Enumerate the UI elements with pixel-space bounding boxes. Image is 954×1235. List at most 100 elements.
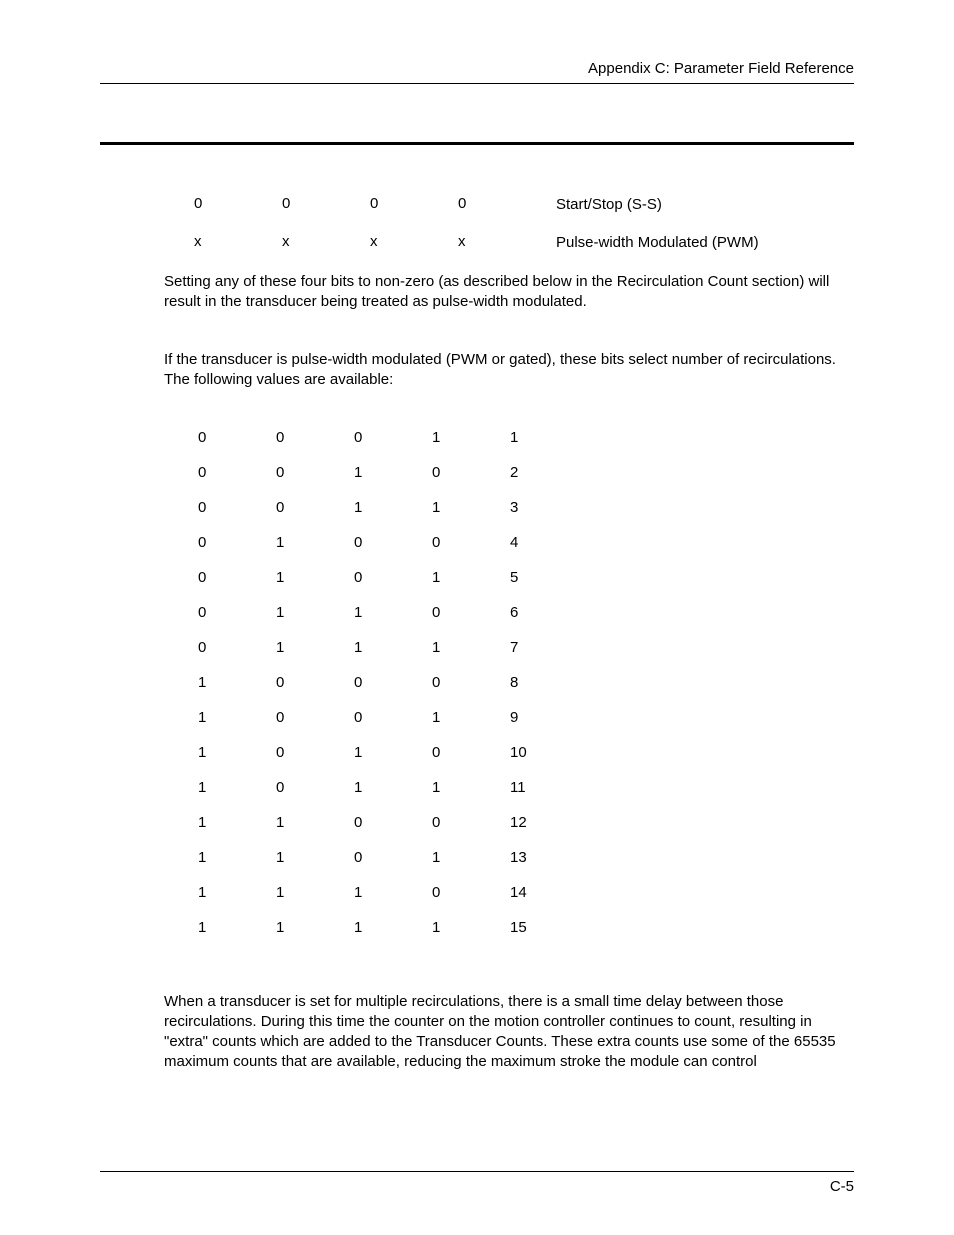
bit-description: Start/Stop (S-S) [516,195,662,215]
recirc-bit-cell: 1 [276,604,354,621]
recirc-bit-cell: 1 [432,639,510,656]
page-header: Appendix C: Parameter Field Reference [100,60,854,84]
recirc-value-cell: 9 [510,709,570,726]
recirc-value-cell: 7 [510,639,570,656]
recirc-bit-cell: 0 [198,569,276,586]
bit-cell: x [252,233,340,250]
recirc-bit-cell: 1 [276,849,354,866]
recirc-bit-cell: 0 [198,534,276,551]
bit-cell: x [428,233,516,250]
bit-description: Pulse-width Modulated (PWM) [516,233,759,253]
recirc-bit-cell: 1 [354,919,432,936]
recirculation-count-table: 0001100102001130100401015011060111710008… [164,429,854,936]
recirc-bit-cell: 1 [354,639,432,656]
recirc-value-cell: 12 [510,814,570,831]
recirc-bit-cell: 1 [276,814,354,831]
recirc-bit-cell: 0 [198,429,276,446]
recirc-bit-cell: 1 [354,604,432,621]
recirc-row: 101010 [198,744,854,761]
bit-cell: x [340,233,428,250]
recirc-bit-cell: 0 [276,464,354,481]
recirc-bit-cell: 0 [276,429,354,446]
bit-cell: 0 [428,195,516,212]
recirc-bit-cell: 0 [276,709,354,726]
recirc-value-cell: 3 [510,499,570,516]
recirc-bit-cell: 1 [198,849,276,866]
recirc-bit-cell: 1 [432,429,510,446]
recirc-row: 00011 [198,429,854,446]
bit-cell: x [164,233,252,250]
recirc-bit-cell: 1 [198,709,276,726]
recirc-bit-cell: 1 [276,639,354,656]
recirc-row: 01117 [198,639,854,656]
recirc-row: 111115 [198,919,854,936]
paragraph-bit-note: Setting any of these four bits to non-ze… [164,272,854,313]
recirc-bit-cell: 1 [354,464,432,481]
recirc-bit-cell: 0 [432,674,510,691]
recirc-bit-cell: 1 [198,674,276,691]
section-rule [100,142,854,145]
recirc-bit-cell: 0 [432,604,510,621]
recirc-bit-cell: 0 [276,744,354,761]
recirc-bit-cell: 1 [354,499,432,516]
header-title: Appendix C: Parameter Field Reference [588,60,854,77]
recirc-row: 110113 [198,849,854,866]
recirc-bit-cell: 0 [354,534,432,551]
recirc-bit-cell: 0 [276,499,354,516]
transducer-type-bit-table: 0000Start/Stop (S-S)xxxxPulse-width Modu… [164,195,854,254]
recirc-bit-cell: 1 [354,744,432,761]
recirc-bit-cell: 1 [432,569,510,586]
paragraph-recirc-intro: If the transducer is pulse-width modulat… [164,350,854,391]
recirc-bit-cell: 0 [432,464,510,481]
recirc-value-cell: 15 [510,919,570,936]
recirc-row: 10019 [198,709,854,726]
recirc-value-cell: 14 [510,884,570,901]
recirc-value-cell: 2 [510,464,570,481]
recirc-bit-cell: 1 [354,779,432,796]
recirc-bit-cell: 1 [198,919,276,936]
recirc-bit-cell: 1 [354,884,432,901]
recirc-bit-cell: 1 [276,569,354,586]
recirc-row: 111014 [198,884,854,901]
recirc-value-cell: 6 [510,604,570,621]
recirc-bit-cell: 0 [198,604,276,621]
recirc-value-cell: 8 [510,674,570,691]
recirc-bit-cell: 0 [198,499,276,516]
recirc-bit-cell: 1 [432,709,510,726]
recirc-bit-cell: 1 [198,814,276,831]
recirc-bit-cell: 0 [354,569,432,586]
recirc-bit-cell: 0 [432,534,510,551]
recirc-bit-cell: 0 [276,674,354,691]
recirc-value-cell: 10 [510,744,570,761]
recirc-bit-cell: 0 [354,849,432,866]
bit-row: 0000Start/Stop (S-S) [164,195,854,215]
recirc-bit-cell: 1 [198,744,276,761]
recirc-bit-cell: 0 [354,709,432,726]
recirc-row: 101111 [198,779,854,796]
recirc-row: 110012 [198,814,854,831]
recirc-bit-cell: 1 [276,534,354,551]
recirc-bit-cell: 0 [432,884,510,901]
recirc-row: 01015 [198,569,854,586]
recirc-value-cell: 5 [510,569,570,586]
recirc-row: 00102 [198,464,854,481]
bit-cell: 0 [164,195,252,212]
recirc-bit-cell: 0 [354,814,432,831]
recirc-bit-cell: 0 [198,639,276,656]
recirc-bit-cell: 1 [432,849,510,866]
recirc-row: 01106 [198,604,854,621]
recirc-row: 00113 [198,499,854,516]
recirc-bit-cell: 0 [432,744,510,761]
page-number: C-5 [830,1178,854,1195]
recirc-bit-cell: 0 [354,674,432,691]
recirc-bit-cell: 1 [432,779,510,796]
page-footer: C-5 [100,1171,854,1195]
recirc-bit-cell: 0 [276,779,354,796]
recirc-bit-cell: 0 [354,429,432,446]
recirc-bit-cell: 1 [432,499,510,516]
recirc-bit-cell: 1 [276,919,354,936]
recirc-row: 10008 [198,674,854,691]
bit-cell: 0 [340,195,428,212]
bit-row: xxxxPulse-width Modulated (PWM) [164,233,854,253]
recirc-bit-cell: 1 [198,779,276,796]
